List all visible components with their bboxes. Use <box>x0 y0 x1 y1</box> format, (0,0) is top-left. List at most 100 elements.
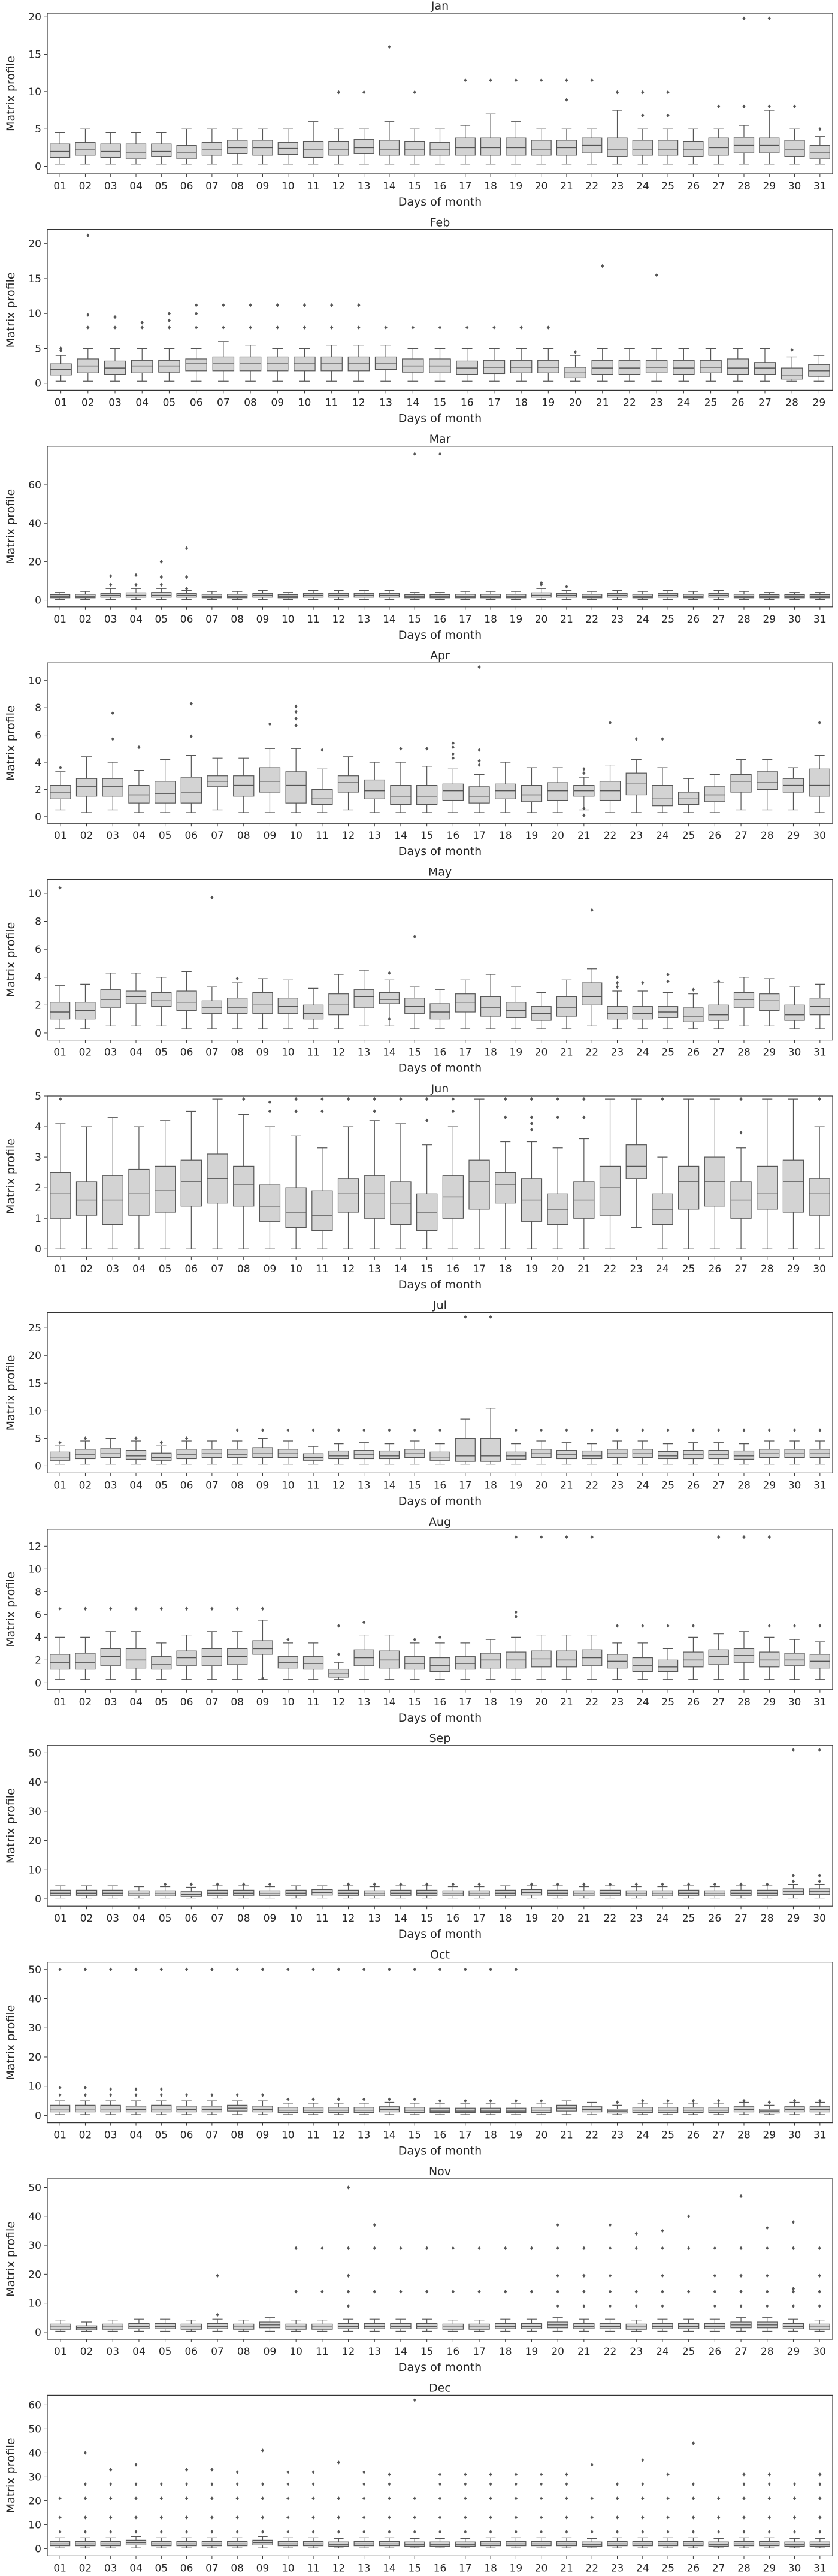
box-03 <box>100 1606 121 1680</box>
outlier-point <box>565 2515 568 2520</box>
x-tick-label: 02 <box>79 1479 92 1491</box>
x-tick-label: 24 <box>656 2346 669 2358</box>
box-27 <box>708 979 729 1029</box>
box-14 <box>402 325 424 382</box>
box-iqr <box>468 786 490 804</box>
x-tick-label: 29 <box>763 614 776 626</box>
outlier-point <box>286 2470 290 2474</box>
box-iqr <box>201 1648 222 1666</box>
outlier-point <box>582 2304 586 2308</box>
x-tick-label: 04 <box>129 1479 143 1491</box>
box-14 <box>379 971 400 1026</box>
box-21 <box>573 767 595 817</box>
outlier-point <box>399 1097 403 1101</box>
outlier-point <box>113 325 117 330</box>
outlier-point <box>634 2246 638 2251</box>
outlier-point <box>159 2482 163 2486</box>
outlier-point <box>615 2482 619 2486</box>
x-tick-label: 03 <box>104 180 117 192</box>
x-tick-label: 19 <box>542 397 555 409</box>
box-31 <box>809 1624 830 1680</box>
outlier-point <box>477 759 481 763</box>
x-tick-label: 13 <box>368 2346 381 2358</box>
outlier-point <box>330 325 334 330</box>
outlier-point <box>268 722 272 726</box>
x-tick-label: 28 <box>761 1913 774 1925</box>
box-iqr <box>632 1657 653 1672</box>
box-09 <box>267 303 289 382</box>
x-tick-label: 27 <box>734 830 748 842</box>
outlier-point <box>346 2185 350 2190</box>
box-11 <box>302 1967 324 2115</box>
outlier-point <box>362 2482 366 2486</box>
x-tick-label: 07 <box>205 1047 219 1059</box>
box-04 <box>125 132 147 165</box>
outlier-point <box>109 1967 113 1971</box>
outlier-point <box>742 2472 746 2477</box>
box-31 <box>809 2472 830 2548</box>
box-03 <box>100 574 121 600</box>
box-22 <box>599 1098 621 1249</box>
outlier-point <box>184 1436 189 1440</box>
outlier-point <box>514 2515 518 2520</box>
box-04 <box>128 745 150 813</box>
box-16 <box>429 1967 450 2115</box>
y-tick-label: 50 <box>28 1964 41 1976</box>
x-tick-label: 11 <box>316 2346 329 2358</box>
outlier-point <box>83 2451 87 2455</box>
chart-title-jun: Jun <box>431 1082 449 1095</box>
box-05 <box>151 132 172 165</box>
x-tick-label: 07 <box>211 2346 224 2358</box>
box-26 <box>683 2098 704 2115</box>
box-iqr <box>404 998 425 1014</box>
box-iqr <box>495 1172 516 1204</box>
x-tick-label: 03 <box>104 1696 117 1708</box>
x-tick-label: 01 <box>53 614 66 626</box>
outlier-point <box>818 1624 822 1628</box>
box-30 <box>784 1428 805 1465</box>
x-tick-label: 20 <box>535 1696 548 1708</box>
box-05 <box>151 977 172 1026</box>
box-iqr <box>809 145 830 159</box>
x-tick-label: 05 <box>155 2130 168 2142</box>
x-tick-label: 22 <box>585 2130 598 2142</box>
y-axis-label-feb: Matrix profile <box>4 272 17 348</box>
box-iqr <box>125 1450 147 1460</box>
outlier-point <box>791 2287 795 2291</box>
outlier-point <box>184 546 189 551</box>
x-tick-label: 09 <box>256 180 270 192</box>
box-iqr <box>302 1004 324 1020</box>
outlier-point <box>582 767 586 771</box>
outlier-point <box>556 2290 559 2294</box>
x-tick-label: 23 <box>611 1047 624 1059</box>
y-tick-label: 40 <box>28 2447 41 2459</box>
x-tick-label: 04 <box>132 1913 146 1925</box>
x-tick-label: 22 <box>585 1047 598 1059</box>
x-tick-label: 27 <box>758 397 772 409</box>
outlier-point <box>540 1428 543 1432</box>
x-tick-label: 14 <box>394 830 407 842</box>
outlier-point <box>565 2472 568 2477</box>
outlier-point <box>641 1624 645 1628</box>
outlier-point <box>184 2496 189 2500</box>
box-05 <box>155 1120 176 1249</box>
box-iqr <box>233 1165 255 1207</box>
box-iqr <box>50 1172 71 1219</box>
x-tick-label: 16 <box>447 830 460 842</box>
outlier-point <box>791 1873 795 1878</box>
box-03 <box>102 711 123 811</box>
outlier-point <box>514 2482 518 2486</box>
outlier-point <box>388 971 391 975</box>
box-17 <box>455 78 476 165</box>
chart-title-mar: Mar <box>429 433 451 446</box>
x-tick-label: 22 <box>585 1479 598 1491</box>
box-iqr <box>252 2106 273 2113</box>
outlier-point <box>451 1882 455 1886</box>
outlier-point <box>742 16 746 20</box>
box-18 <box>495 1885 516 1899</box>
outlier-point <box>713 2290 716 2294</box>
outlier-point <box>159 2530 163 2534</box>
outlier-point <box>691 2482 695 2486</box>
